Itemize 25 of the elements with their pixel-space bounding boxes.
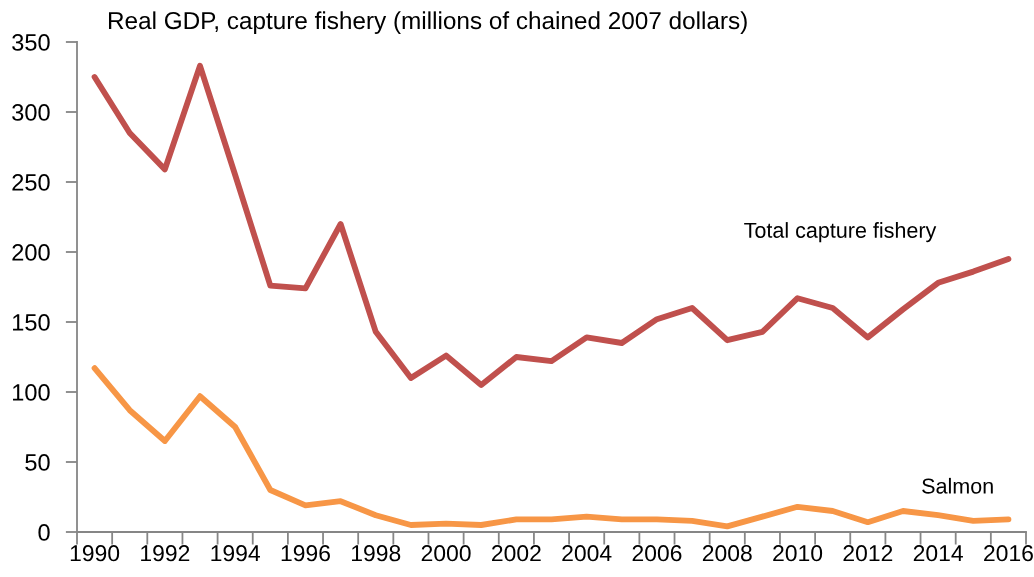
y-tick-label: 250 [12,174,50,191]
chart-title: Real GDP, capture fishery (millions of chained 2007 dollars) [108,11,747,34]
x-tick-label: 1998 [352,545,401,562]
y-tick-label: 50 [25,454,50,471]
x-tick-label: 2016 [984,545,1033,562]
y-tick-label: 300 [12,104,50,121]
x-tick-label: 2012 [843,545,893,562]
y-tick-label: 200 [12,244,50,261]
x-tick-label: 1996 [281,545,330,562]
x-tick-label: 2002 [492,545,541,562]
x-tick-label: 2006 [632,545,682,562]
x-tick-label: 1992 [141,545,190,562]
series-label: Salmon [922,477,993,494]
x-tick-label: 2014 [913,545,963,562]
y-tick-label: 350 [12,34,50,51]
x-tick-label: 2004 [562,545,612,562]
x-tick-label: 2008 [702,545,752,562]
x-tick-label: 2000 [421,545,471,562]
x-tick-label: 2010 [773,545,823,562]
y-tick-label: 0 [38,524,50,541]
y-tick-label: 150 [13,314,50,331]
x-tick-label: 1994 [211,545,260,562]
series-label: Total capture fishery [744,222,937,243]
x-tick-label: 1990 [70,545,120,562]
y-tick-label: 100 [13,384,50,401]
